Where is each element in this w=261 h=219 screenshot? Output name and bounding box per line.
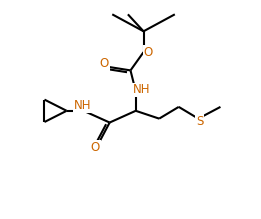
Text: NH: NH xyxy=(74,99,91,112)
Text: NH: NH xyxy=(133,83,150,96)
Text: S: S xyxy=(196,115,203,128)
Text: O: O xyxy=(91,141,100,154)
Text: O: O xyxy=(100,57,109,70)
Text: O: O xyxy=(144,46,153,59)
